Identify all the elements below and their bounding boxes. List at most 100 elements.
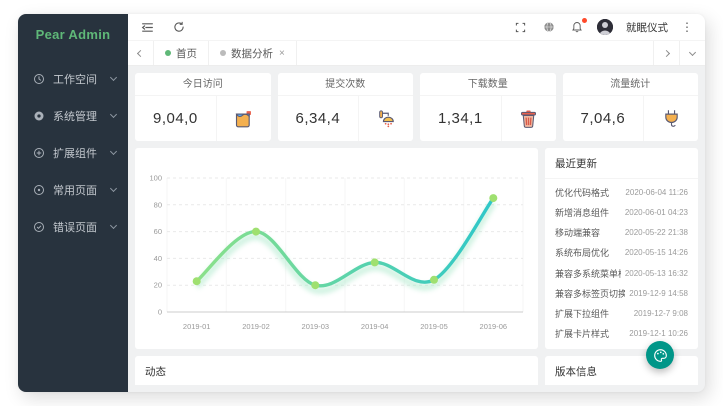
svg-text:60: 60 xyxy=(154,227,162,236)
chevron-down-icon xyxy=(109,221,118,229)
mid-row: 0 20 40 60 80 100 2019-01 2019-02 2019-03 2019-04… xyxy=(135,148,698,349)
paint-bucket-icon xyxy=(215,96,271,141)
stat-card-value: 1,34,1 xyxy=(437,110,483,127)
topbar: 就眠仪式 ⋮ xyxy=(128,14,705,41)
svg-text:100: 100 xyxy=(149,174,162,183)
stat-card-title: 流量统计 xyxy=(562,73,698,96)
recent-updates-card: 最近更新 优化代码格式 2020-06-04 11:26 新增消息组件 2020-06… xyxy=(545,148,698,349)
chevron-down-icon xyxy=(109,110,118,118)
version-card: 版本信息 xyxy=(545,356,698,385)
recent-updates-list: 优化代码格式 2020-06-04 11:26 新增消息组件 2020-06-01 0… xyxy=(545,179,698,349)
sidebar-item-label: 扩展组件 xyxy=(53,147,97,160)
recent-update-item: 兼容多标签页切换 2019-12-9 14:58 xyxy=(555,287,688,300)
tabs-scroll-right-icon[interactable] xyxy=(653,41,679,65)
update-time: 2020-06-01 04:23 xyxy=(624,207,688,217)
notification-dot xyxy=(582,17,587,23)
topbar-right: 就眠仪式 ⋮ xyxy=(513,17,693,35)
stat-card-下载数量: 下载数量 1,34,1 xyxy=(420,73,556,141)
sidebar-item-label: 错误页面 xyxy=(53,221,97,234)
tab-close-icon[interactable]: × xyxy=(279,47,285,59)
recent-update-item: 移动端兼容 2020-05-22 21:38 xyxy=(555,226,688,239)
topbar-left xyxy=(140,20,186,35)
svg-text:2019-06: 2019-06 xyxy=(480,322,508,331)
tab-数据分析[interactable]: 数据分析 × xyxy=(209,41,297,65)
update-name: 兼容多标签页切换 xyxy=(555,288,626,299)
gear-icon xyxy=(33,110,45,122)
visits-chart-card: 0 20 40 60 80 100 2019-01 2019-02 2019-03 2019-04… xyxy=(135,148,538,349)
chevron-down-icon xyxy=(109,147,118,155)
sidebar-item-label: 系统管理 xyxy=(53,110,97,123)
stat-card-title: 下载数量 xyxy=(420,73,556,96)
app-window: Pear Admin 工作空间 系统管理 扩展组件 常用页面 错误页面 xyxy=(18,14,705,392)
sidebar-menu: 工作空间系统管理扩展组件常用页面错误页面 xyxy=(18,56,128,245)
update-name: 兼容多系统菜单模式 xyxy=(555,268,621,279)
content: 今日访问 9,04,0 提交次数 6,34,4 下载数量 1,34,1 流量统计 7,04,6… xyxy=(128,66,705,392)
sidebar-item-pages[interactable]: 常用页面 xyxy=(18,171,128,208)
theme-settings-button[interactable] xyxy=(646,341,674,369)
tabbar-spacer xyxy=(297,41,653,65)
sidebar-item-extension[interactable]: 扩展组件 xyxy=(18,134,128,171)
sidebar-item-error[interactable]: 错误页面 xyxy=(18,208,128,245)
recent-update-item: 新增消息组件 2020-06-01 04:23 xyxy=(555,206,688,219)
stat-card-value: 9,04,0 xyxy=(152,110,198,127)
tabs-menu-icon[interactable] xyxy=(679,41,705,65)
svg-text:2019-01: 2019-01 xyxy=(183,322,211,331)
svg-text:2019-03: 2019-03 xyxy=(302,322,330,331)
more-menu-icon[interactable]: ⋮ xyxy=(681,20,693,34)
activity-card: 动态 xyxy=(135,356,538,385)
tab-status-dot xyxy=(220,50,226,56)
update-time: 2020-05-13 16:32 xyxy=(624,268,688,278)
refresh-icon[interactable] xyxy=(171,20,186,35)
sidebar-item-label: 常用页面 xyxy=(53,184,97,197)
stat-card-提交次数: 提交次数 6,34,4 xyxy=(277,73,413,141)
shower-icon xyxy=(358,96,413,141)
svg-text:2019-04: 2019-04 xyxy=(361,322,389,331)
svg-text:0: 0 xyxy=(158,308,162,317)
globe-icon[interactable] xyxy=(541,20,556,35)
avatar[interactable] xyxy=(597,19,613,35)
svg-text:20: 20 xyxy=(154,281,162,290)
update-name: 新增消息组件 xyxy=(555,207,610,218)
bottom-row: 动态 版本信息 xyxy=(135,356,698,385)
tab-label: 首页 xyxy=(176,47,197,60)
update-name: 系统布局优化 xyxy=(555,248,610,259)
recent-update-item: 扩展下拉组件 2019-12-7 9:08 xyxy=(555,307,688,320)
plus-circle-icon xyxy=(33,147,45,159)
recent-update-item: 扩展卡片样式 2019-12-1 10:26 xyxy=(555,327,688,340)
recent-update-item: 系统布局优化 2020-05-15 14:26 xyxy=(555,246,688,259)
clock-icon xyxy=(33,73,45,85)
update-time: 2019-12-7 9:08 xyxy=(633,309,688,319)
recent-updates-title: 最近更新 xyxy=(545,148,698,179)
sidebar-item-system[interactable]: 系统管理 xyxy=(18,97,128,134)
update-name: 扩展卡片样式 xyxy=(555,329,610,340)
stat-card-流量统计: 流量统计 7,04,6 xyxy=(562,73,699,141)
stat-card-今日访问: 今日访问 9,04,0 xyxy=(135,73,271,141)
collapse-menu-icon[interactable] xyxy=(140,20,155,35)
shield-check-icon xyxy=(33,221,45,233)
activity-title: 动态 xyxy=(135,356,538,385)
update-name: 扩展下拉组件 xyxy=(555,309,610,320)
fullscreen-icon[interactable] xyxy=(513,20,528,35)
sidebar-item-label: 工作空间 xyxy=(53,73,97,86)
sidebar-item-workspace[interactable]: 工作空间 xyxy=(18,60,128,97)
recent-update-item: 优化代码格式 2020-06-04 11:26 xyxy=(555,186,688,199)
svg-text:2019-05: 2019-05 xyxy=(420,322,448,331)
tabbar: 首页 数据分析 × xyxy=(128,41,705,66)
tabs: 首页 数据分析 × xyxy=(154,41,297,65)
svg-text:40: 40 xyxy=(154,254,162,263)
palette-icon xyxy=(653,348,667,362)
chevron-down-icon xyxy=(109,184,118,192)
tabs-scroll-left-icon[interactable] xyxy=(128,41,154,65)
stat-card-title: 提交次数 xyxy=(277,73,413,96)
bell-icon[interactable] xyxy=(569,17,587,35)
visits-line-chart: 0 20 40 60 80 100 2019-01 2019-02 2019-03 2019-04… xyxy=(149,174,524,331)
stat-card-body: 7,04,6 xyxy=(563,96,699,141)
version-title: 版本信息 xyxy=(545,356,698,385)
stats-row: 今日访问 9,04,0 提交次数 6,34,4 下载数量 1,34,1 流量统计 7,04,6 xyxy=(135,73,698,141)
main-area: 就眠仪式 ⋮ 首页 数据分析 × 今日访问 9,04,0 提交次数 6,34,4 下载数量 1… xyxy=(128,14,705,392)
tab-首页[interactable]: 首页 xyxy=(154,41,209,65)
trash-icon xyxy=(500,96,556,141)
update-time: 2020-05-15 14:26 xyxy=(624,248,688,258)
tab-label: 数据分析 xyxy=(231,47,273,60)
username[interactable]: 就眠仪式 xyxy=(626,21,668,34)
